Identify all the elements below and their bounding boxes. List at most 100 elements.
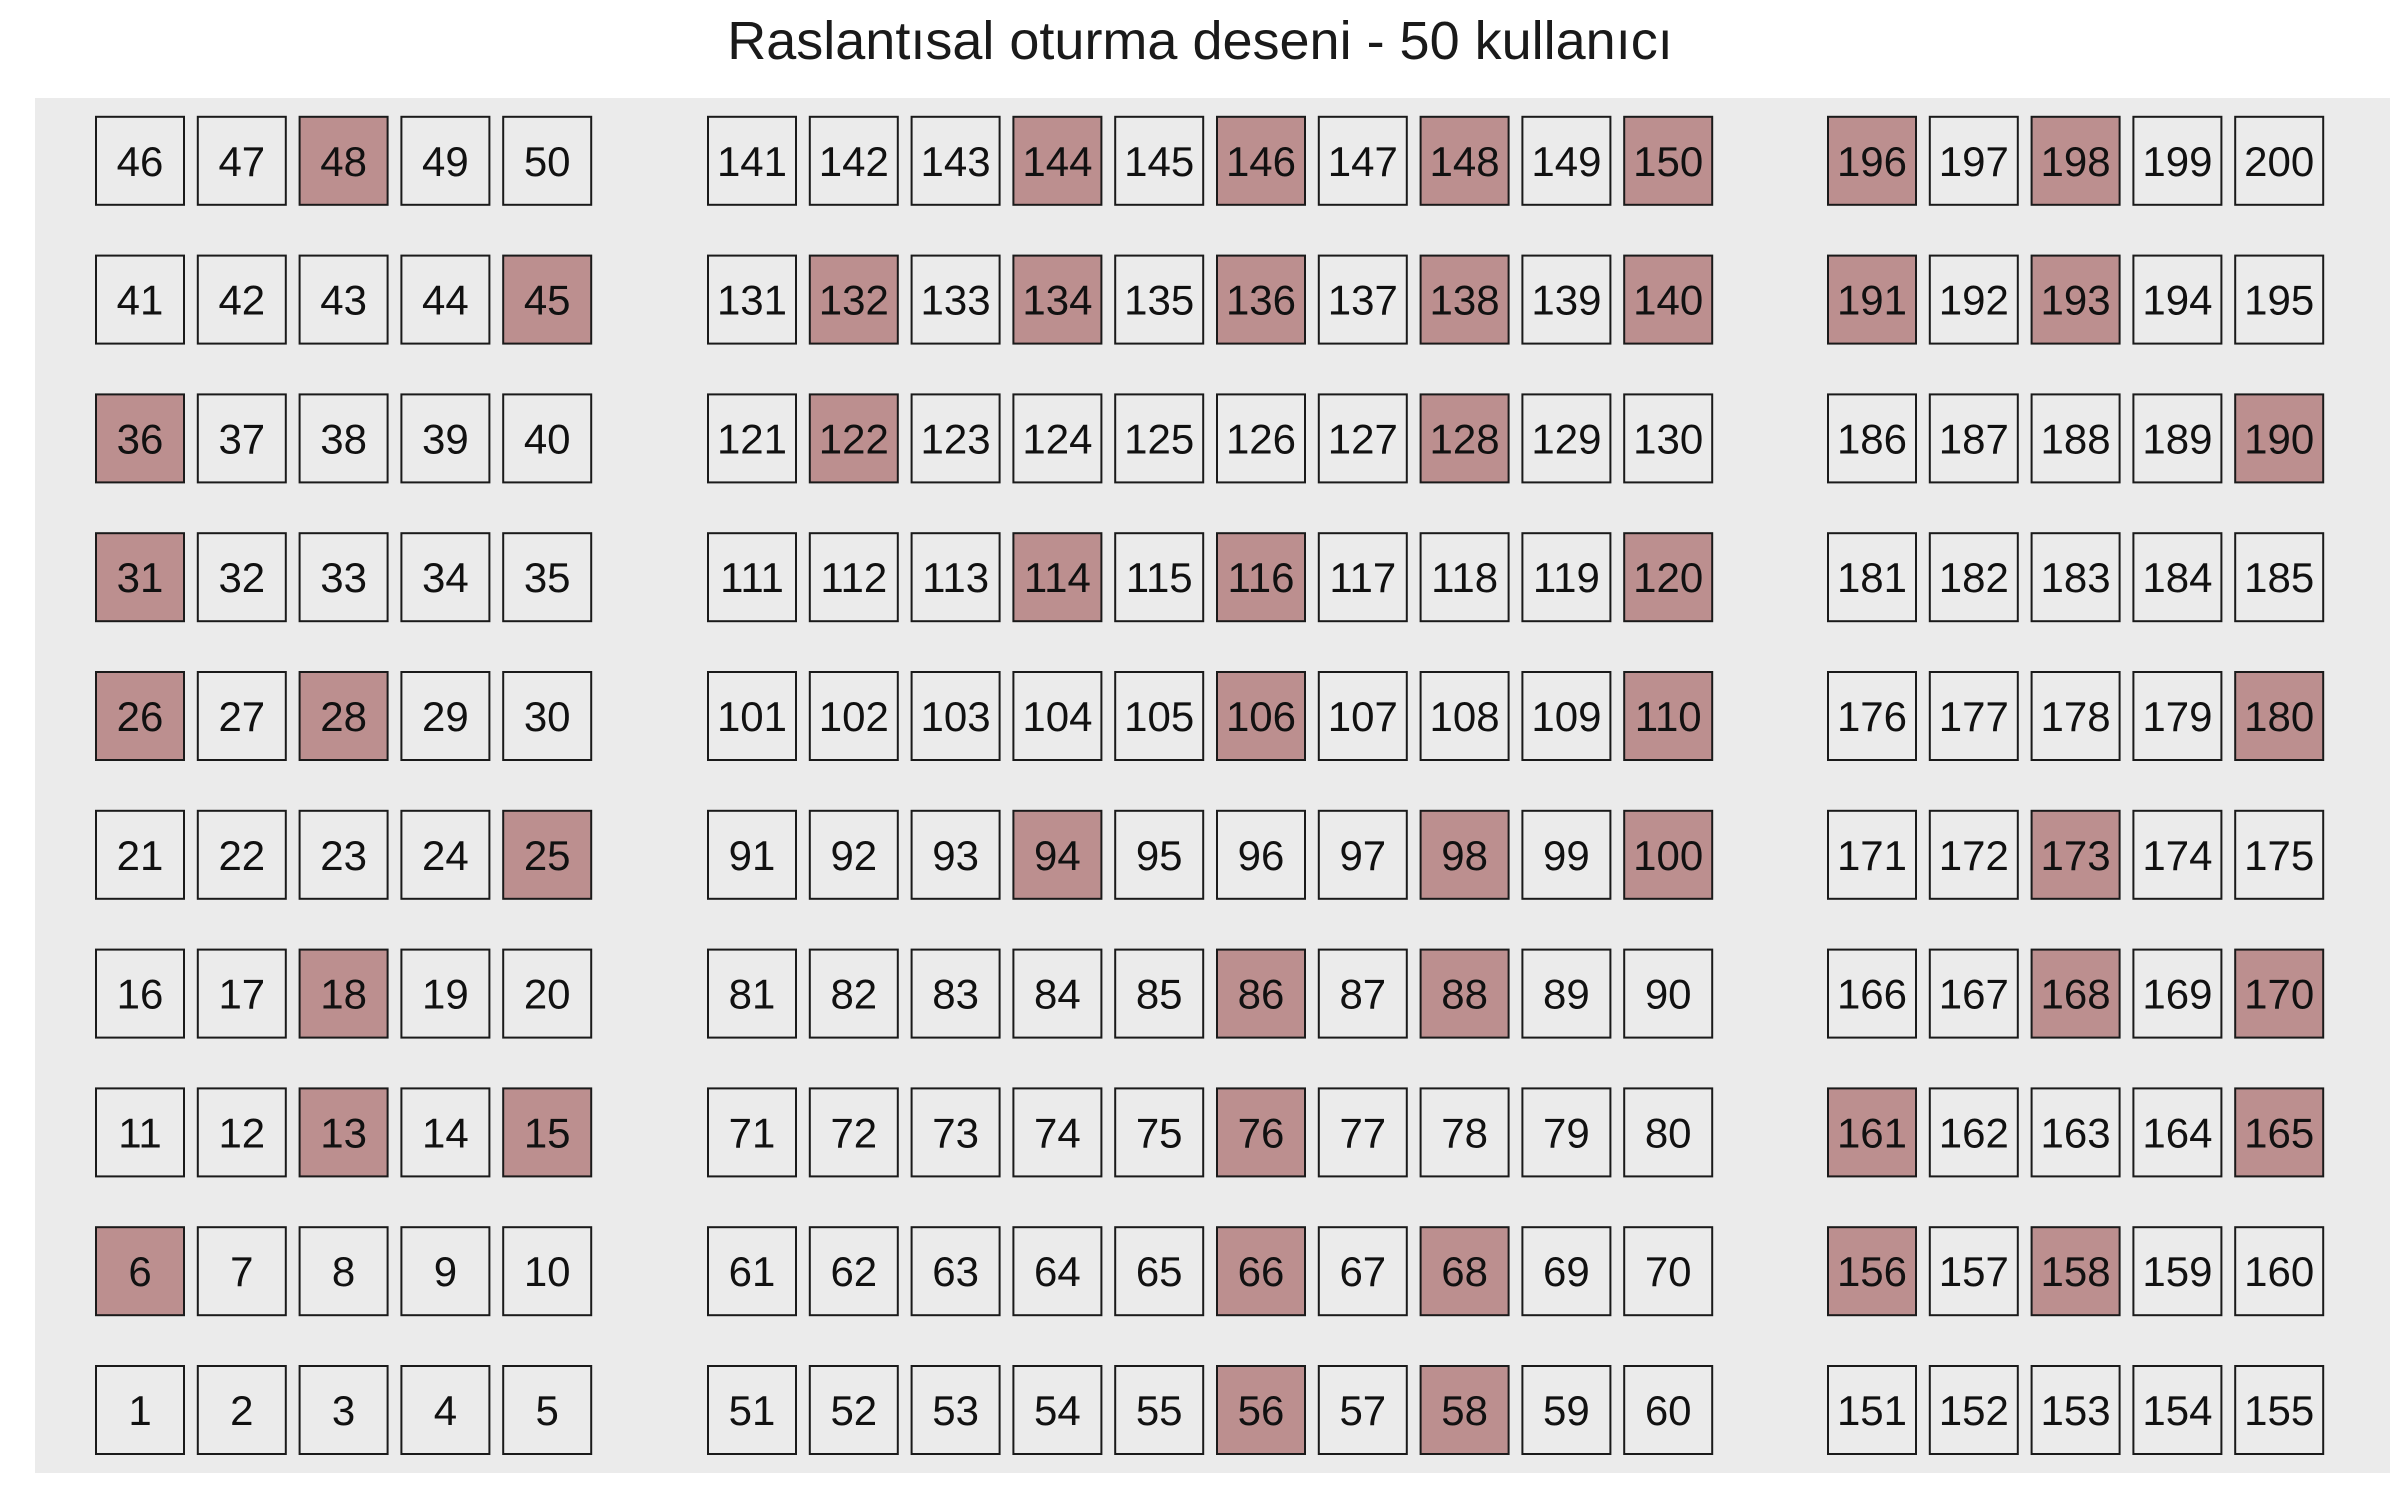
seat-box [2030,1226,2121,1317]
seat-80: 80 [1623,1087,1714,1178]
seat-15: 15 [502,1087,593,1178]
seat-label: 186 [1837,415,1907,462]
seat-170: 170 [2234,948,2325,1039]
seat-label: 139 [1531,277,1601,324]
seat-100: 100 [1623,809,1714,900]
seat-label: 172 [1939,832,2009,879]
seat-label: 160 [2244,1248,2314,1295]
seat-34: 34 [400,532,491,623]
seat-label: 42 [218,277,265,324]
seat-label: 133 [921,277,991,324]
seat-134: 134 [1012,254,1103,345]
seat-62: 62 [808,1226,899,1317]
seat-box [1827,1226,1917,1317]
seat-box [1521,254,1612,345]
seat-box [1928,1226,2019,1317]
seat-box [1623,671,1714,761]
seat-box [1317,671,1408,761]
seat-label: 181 [1837,554,1907,601]
seat-label: 119 [1533,554,1600,601]
seat-box [1521,1087,1612,1178]
seat-label: 197 [1939,138,2009,185]
seat-label: 120 [1633,554,1703,601]
seat-label: 159 [2142,1248,2212,1295]
seat-176: 176 [1827,671,1917,761]
seat-box [2132,948,2223,1039]
seat-133: 133 [910,254,1001,345]
seat-box [1216,254,1306,345]
seat-75: 75 [1114,1087,1205,1178]
seat-box [808,1087,899,1178]
seat-label: 8 [332,1248,355,1295]
seat-box [1012,393,1103,484]
seat-box [1216,532,1306,623]
seat-label: 80 [1645,1109,1692,1156]
seat-label: 195 [2244,277,2314,324]
seat-label: 34 [422,554,469,601]
seat-label: 122 [819,415,889,462]
seat-label: 155 [2244,1387,2314,1434]
seat-169: 169 [2132,948,2223,1039]
seat-box [1012,948,1103,1039]
seat-box [1216,1087,1306,1178]
seat-171: 171 [1827,809,1917,900]
seat-label: 130 [1633,415,1703,462]
seat-box [1114,948,1205,1039]
seat-box [400,1365,491,1455]
seat-label: 56 [1238,1387,1285,1434]
seat-label: 72 [830,1109,877,1156]
seat-label: 174 [2142,832,2212,879]
seat-box [298,809,389,900]
seat-label: 106 [1226,693,1296,740]
seat-178: 178 [2030,671,2121,761]
seat-91: 91 [707,809,797,900]
seat-label: 190 [2244,415,2314,462]
seat-box [2234,532,2325,623]
seat-box [2234,115,2325,206]
seat-box [1216,671,1306,761]
seat-55: 55 [1114,1365,1205,1455]
seat-label: 136 [1226,277,1296,324]
seat-label: 81 [729,971,776,1018]
seat-161: 161 [1827,1087,1917,1178]
seat-label: 19 [422,971,469,1018]
seat-box [400,948,491,1039]
seat-label: 17 [218,971,265,1018]
seat-52: 52 [808,1365,899,1455]
seat-box [2234,1226,2325,1317]
seat-box [707,115,797,206]
seat-1: 1 [95,1365,185,1455]
seat-box [400,809,491,900]
seat-box [196,948,287,1039]
seat-159: 159 [2132,1226,2223,1317]
seat-box [1216,948,1306,1039]
seat-label: 44 [422,277,469,324]
seat-11: 11 [95,1087,185,1178]
seat-label: 5 [536,1387,559,1434]
seat-79: 79 [1521,1087,1612,1178]
seat-box [1216,115,1306,206]
seat-box [1317,948,1408,1039]
seat-label: 99 [1543,832,1590,879]
seat-126: 126 [1216,393,1306,484]
seat-box [1623,809,1714,900]
seat-box [1623,948,1714,1039]
seat-135: 135 [1114,254,1205,345]
seat-box [2030,393,2121,484]
seat-label: 101 [717,693,787,740]
seat-box [502,1365,593,1455]
seat-151: 151 [1827,1365,1917,1455]
seat-box [95,948,185,1039]
seat-label: 146 [1226,138,1296,185]
seat-label: 109 [1531,693,1601,740]
seat-label: 193 [2041,277,2111,324]
seat-box [400,1087,491,1178]
seat-88: 88 [1419,948,1510,1039]
seat-label: 59 [1543,1387,1590,1434]
seat-box [298,1226,389,1317]
seat-26: 26 [95,671,185,761]
seat-box [1419,948,1510,1039]
seat-box [95,532,185,623]
seat-box [808,1226,899,1317]
seat-box [707,1365,797,1455]
